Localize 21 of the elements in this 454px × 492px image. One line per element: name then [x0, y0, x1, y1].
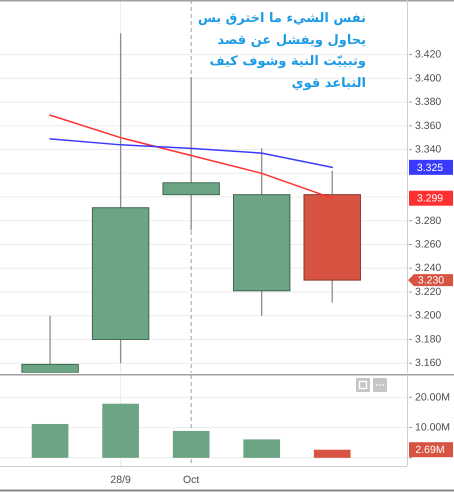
- y-tick-label: 10.00M: [415, 422, 450, 434]
- y-tick-label: 3.200: [415, 310, 442, 322]
- axis-value-marker: 3.230: [408, 274, 453, 287]
- y-tick-label: 20.00M: [415, 391, 450, 404]
- y-tick-label: 3.380: [415, 96, 442, 108]
- axis-value-marker: 3.325: [409, 160, 453, 175]
- y-tick-label: 3.220: [415, 286, 442, 298]
- y-tick-label: 3.180: [415, 333, 442, 346]
- x-tick-label: 28/9: [110, 474, 131, 486]
- axis-value-marker: 2.69M: [409, 442, 453, 458]
- y-tick-label: 3.240: [415, 262, 442, 274]
- y-tick-label: 3.340: [415, 144, 442, 156]
- y-tick-label: 3.360: [415, 120, 442, 132]
- axis-value-marker: 3.299: [409, 190, 453, 206]
- note: نفس الشيء ما اخترق بس يحاول ويفشل عن قصد وتبييّت النية وشوف كيف التباعد قوي: [196, 10, 366, 92]
- y-tick-label: 3.160: [415, 357, 442, 370]
- y-tick-label: 3.420: [415, 48, 442, 61]
- y-tick-label: 3.260: [415, 238, 442, 251]
- y-tick-label: 3.400: [415, 72, 442, 84]
- y-tick-label: 3.280: [415, 214, 442, 227]
- x-tick-label: Oct: [182, 474, 200, 486]
